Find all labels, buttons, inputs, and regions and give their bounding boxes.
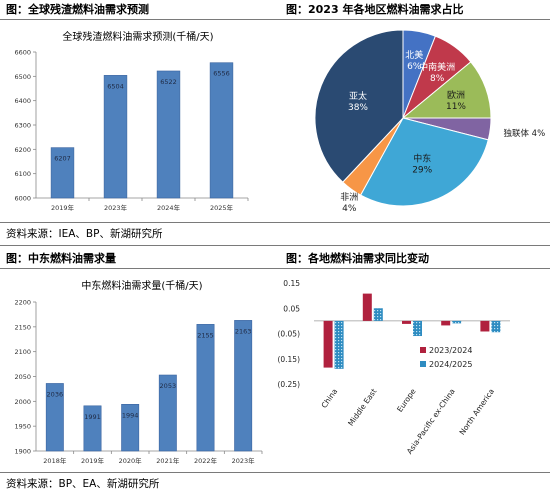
x-tick-label: Europe bbox=[395, 387, 418, 414]
bar bbox=[121, 404, 140, 452]
y-tick-label: (0.05) bbox=[277, 330, 300, 339]
bar bbox=[103, 75, 128, 199]
x-tick-label: 2023年 bbox=[104, 203, 128, 212]
data-label: 6556 bbox=[213, 70, 230, 78]
pie-label: 非洲 bbox=[340, 191, 358, 203]
y-tick-label: (0.25) bbox=[277, 380, 300, 389]
bar bbox=[452, 320, 462, 324]
x-tick-label: 2019年 bbox=[51, 203, 75, 212]
legend-label: 2024/2025 bbox=[429, 360, 472, 369]
bar bbox=[334, 320, 344, 369]
yoy-change-bar-chart: (0.25) (0.15) (0.05) 0.05 0.15 China Middle Ea… bbox=[277, 279, 510, 456]
source-note-bottom: 资料来源：BP、EA、新湖研究所 bbox=[6, 478, 160, 490]
x-tick-label: 2021年 bbox=[156, 456, 180, 465]
bar bbox=[373, 308, 383, 321]
mid-rule-bottom bbox=[0, 245, 550, 246]
pie-percent: 6% bbox=[407, 62, 422, 72]
y-tick-label: 2100 bbox=[14, 348, 31, 356]
pie-label: 北美 bbox=[405, 49, 423, 61]
chart-title: 全球残渣燃料油需求预测(千桶/天) bbox=[62, 30, 213, 43]
y-tick-label: 6100 bbox=[14, 170, 31, 178]
data-label: 1991 bbox=[84, 413, 101, 421]
y-tick-label: 2000 bbox=[14, 398, 31, 406]
y-tick-label: 2150 bbox=[14, 323, 31, 331]
x-tick-label: 2024年 bbox=[157, 203, 181, 212]
pie-percent: 29% bbox=[412, 165, 432, 175]
pie-percent: 11% bbox=[446, 102, 466, 112]
y-tick-label: 6400 bbox=[14, 97, 31, 105]
pie-label: 中东 bbox=[413, 152, 431, 164]
bar bbox=[83, 405, 102, 452]
bar bbox=[158, 374, 177, 452]
x-tick-label: 2023年 bbox=[232, 456, 256, 465]
bar bbox=[234, 320, 253, 452]
caption-global-forecast: 图：全球残渣燃料油需求预测 bbox=[6, 3, 149, 16]
x-tick-label: Middle East bbox=[346, 387, 378, 428]
bar bbox=[323, 320, 333, 368]
data-label: 6504 bbox=[107, 82, 124, 90]
rule-under-bottom-captions bbox=[0, 268, 550, 269]
y-tick-label: 6300 bbox=[14, 122, 31, 130]
bar bbox=[156, 70, 181, 199]
bar bbox=[50, 147, 75, 199]
source-note-top: 资料来源：IEA、BP、新湖研究所 bbox=[6, 228, 163, 240]
global-demand-bar-chart: 全球残渣燃料油需求预测(千桶/天) 6000 6100 6200 6300 6400 65… bbox=[14, 30, 249, 212]
mid-rule-top bbox=[0, 222, 550, 223]
data-label: 2163 bbox=[235, 327, 252, 335]
x-tick-label: 2020年 bbox=[119, 456, 143, 465]
y-tick-label: 6000 bbox=[14, 195, 31, 203]
pie-percent: 38% bbox=[348, 103, 368, 113]
x-tick-label: North America bbox=[458, 387, 497, 437]
caption-region-share: 图：2023 年各地区燃料油需求占比 bbox=[286, 3, 464, 16]
pie-label: 亚太 bbox=[349, 90, 367, 102]
y-tick-label: 0.15 bbox=[283, 279, 300, 288]
chart-title: 中东燃料油需求量(千桶/天) bbox=[81, 279, 202, 292]
data-label: 2036 bbox=[47, 390, 64, 398]
legend-label: 2023/2024 bbox=[429, 346, 472, 355]
y-tick-label: 6200 bbox=[14, 146, 31, 154]
bar bbox=[362, 293, 372, 321]
pie-slice bbox=[359, 117, 489, 207]
x-tick-label: 2018年 bbox=[43, 456, 67, 465]
pie-label: 中南美洲 bbox=[419, 61, 455, 73]
legend-swatch bbox=[420, 361, 426, 367]
y-tick-label: 0.05 bbox=[283, 304, 300, 313]
top-rule bbox=[0, 19, 550, 20]
y-tick-label: 6500 bbox=[14, 73, 31, 81]
bottom-rule-top bbox=[0, 472, 550, 473]
x-tick-label: 2019年 bbox=[81, 456, 105, 465]
data-label: 6522 bbox=[160, 78, 177, 86]
data-label: 2053 bbox=[160, 382, 177, 390]
pie-slice bbox=[314, 29, 404, 183]
legend-swatch bbox=[420, 347, 426, 353]
x-tick-label: China bbox=[320, 387, 340, 410]
bar bbox=[402, 320, 411, 324]
bar bbox=[196, 324, 215, 452]
pie-percent: 8% bbox=[430, 74, 445, 84]
y-tick-label: 2050 bbox=[14, 373, 31, 381]
bar bbox=[45, 383, 64, 452]
y-tick-label: 1950 bbox=[14, 423, 31, 431]
x-tick-label: 2022年 bbox=[194, 456, 218, 465]
y-tick-label: 6600 bbox=[14, 49, 31, 57]
caption-middle-east: 图：中东燃料油需求量 bbox=[6, 252, 116, 265]
pie-label: 独联体 4% bbox=[503, 128, 545, 139]
bar bbox=[491, 320, 501, 333]
pie-label: 欧洲 bbox=[447, 89, 465, 101]
middle-east-demand-bar-chart: 中东燃料油需求量(千桶/天) 1900 1950 2000 2050 2100 2150 2… bbox=[14, 279, 263, 465]
bar bbox=[441, 320, 451, 326]
data-label: 2155 bbox=[197, 331, 214, 339]
y-tick-label: 2200 bbox=[14, 299, 31, 307]
caption-yoy-change: 图：各地燃料油需求同比变动 bbox=[286, 252, 429, 265]
pie-percent: 4% bbox=[342, 204, 357, 214]
bar bbox=[480, 320, 490, 332]
bar bbox=[413, 320, 422, 337]
bar bbox=[209, 62, 234, 199]
data-label: 6207 bbox=[54, 155, 71, 163]
data-label: 1994 bbox=[122, 411, 139, 419]
x-tick-label: 2025年 bbox=[210, 203, 234, 212]
y-tick-label: 1900 bbox=[14, 448, 31, 456]
y-tick-label: (0.15) bbox=[277, 355, 300, 364]
